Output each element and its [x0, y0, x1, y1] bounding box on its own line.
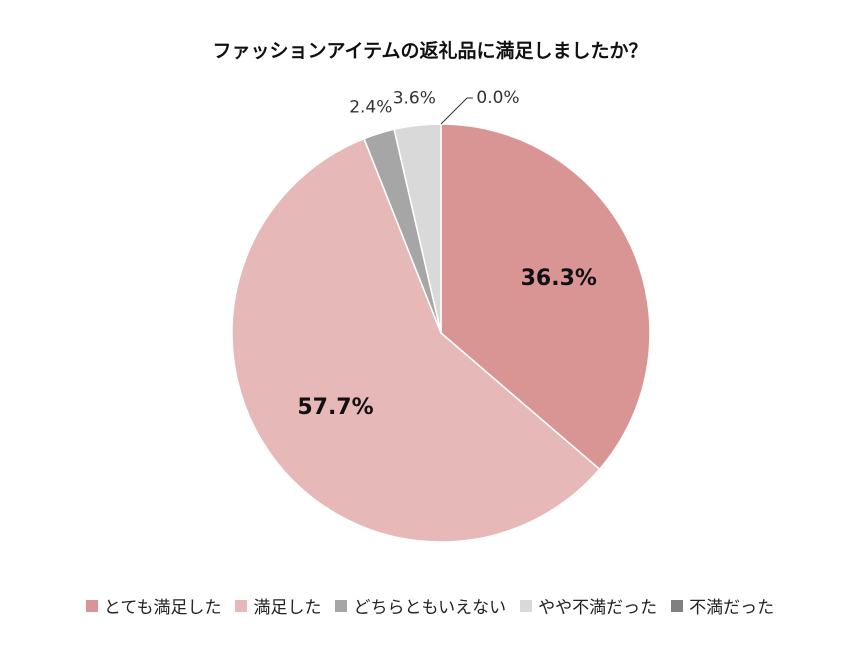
- slice-very-satisfied: [440, 123, 651, 471]
- legend-label-satisfied: 満足した: [253, 598, 322, 618]
- legend-item-somewhat-dissatisfied: やや不満だった: [520, 593, 657, 618]
- legend-item-very-satisfied: とても満足した: [85, 593, 222, 618]
- legend-item-satisfied: 満足した: [235, 593, 321, 618]
- data-label-neutral: 2.4%: [349, 98, 392, 118]
- legend-swatch-neutral: [335, 599, 348, 612]
- data-label-satisfied: 57.7%: [297, 395, 373, 420]
- legend-swatch-somewhat-dissatisfied: [520, 599, 533, 612]
- slice-somewhat-dissatisfied: [393, 123, 442, 334]
- chart-title: ファッションアイテムの返礼品に満足しましたか？: [212, 40, 648, 62]
- legend-item-neutral: どちらともいえない: [335, 593, 506, 618]
- slice-satisfied: [231, 137, 601, 543]
- legend-item-dissatisfied: 不満だった: [671, 593, 774, 618]
- data-label-dissatisfied: 0.0%: [476, 88, 519, 108]
- legend-swatch-very-satisfied: [85, 599, 98, 612]
- data-label-very-satisfied: 36.3%: [521, 266, 597, 291]
- leader-line-dissatisfied: [440, 97, 473, 125]
- legend-label-neutral: どちらともいえない: [353, 598, 507, 618]
- legend-label-somewhat-dissatisfied: やや不満だった: [538, 598, 658, 618]
- pie-labels: 36.3% 57.7% 2.4% 3.6% 0.0%: [297, 88, 597, 420]
- legend-label-dissatisfied: 不満だった: [689, 598, 775, 618]
- legend: とても満足した 満足した どちらともいえない やや不満だった 不満だった: [0, 593, 860, 618]
- data-label-somewhat-dissatisfied: 3.6%: [393, 88, 436, 108]
- pie-slices: [231, 123, 651, 543]
- legend-swatch-satisfied: [235, 599, 248, 612]
- legend-swatch-dissatisfied: [671, 599, 684, 612]
- legend-label-very-satisfied: とても満足した: [103, 598, 222, 618]
- pie-chart: 36.3% 57.7% 2.4% 3.6% 0.0%: [231, 88, 651, 543]
